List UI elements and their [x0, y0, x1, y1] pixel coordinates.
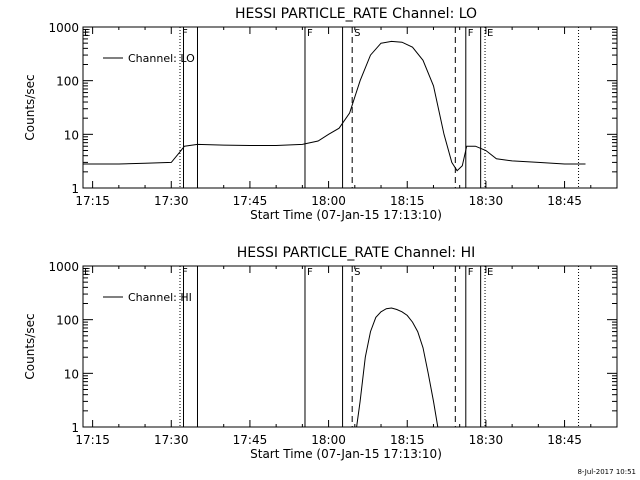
event-marker-label: F — [182, 267, 188, 278]
chart-title: HESSI PARTICLE_RATE Channel: HI — [237, 245, 475, 261]
plot-frame — [82, 265, 618, 428]
panel-channel-hi: HESSI PARTICLE_RATE Channel: HI Counts/se… — [23, 245, 618, 461]
x-axis-label: Start Time (07-Jan-15 17:13:10) — [250, 208, 442, 222]
x-tick-label: 18:30 — [469, 194, 504, 208]
legend-label: Channel: LO — [128, 52, 195, 65]
x-tick-label: 18:30 — [469, 433, 504, 447]
panel-channel-lo: HESSI PARTICLE_RATE Channel: LO Counts/se… — [23, 6, 618, 222]
plot-timestamp: 8-Jul-2017 10:51 — [577, 468, 636, 476]
event-marker-label: F — [182, 28, 188, 39]
event-marker-label: S — [354, 28, 360, 39]
y-tick-label: 1000 — [48, 260, 79, 274]
y-axis-label: Counts/sec — [23, 74, 37, 140]
x-tick-label: 17:45 — [233, 194, 268, 208]
y-tick-label: 10 — [64, 128, 79, 142]
x-tick-label: 18:00 — [311, 433, 346, 447]
legend-label: Channel: HI — [128, 291, 192, 304]
event-marker-label: E — [84, 28, 90, 39]
y-axis-label: Counts/sec — [23, 313, 37, 379]
series-line — [356, 307, 439, 428]
x-tick-label: 17:30 — [154, 194, 189, 208]
event-marker-label: E — [84, 267, 90, 278]
chart-title: HESSI PARTICLE_RATE Channel: LO — [235, 6, 477, 22]
y-tick-label: 1 — [71, 421, 79, 435]
x-tick-label: 18:15 — [390, 433, 425, 447]
x-tick-label: 18:45 — [547, 194, 582, 208]
y-tick-label: 1000 — [48, 21, 79, 35]
series-line — [83, 40, 586, 172]
x-tick-label: 17:30 — [154, 433, 189, 447]
event-marker-label: S — [354, 267, 360, 278]
x-tick-label: 18:00 — [311, 194, 346, 208]
y-tick-label: 10 — [64, 367, 79, 381]
x-axis-label: Start Time (07-Jan-15 17:13:10) — [250, 447, 442, 461]
x-tick-label: 17:15 — [75, 194, 110, 208]
y-tick-label: 100 — [56, 75, 79, 89]
event-marker-label: F — [468, 28, 474, 39]
event-marker-label: F — [468, 267, 474, 278]
event-marker-label: F — [307, 267, 313, 278]
event-marker-label: E — [487, 28, 493, 39]
y-tick-label: 100 — [56, 314, 79, 328]
y-tick-label: 1 — [71, 182, 79, 196]
x-tick-label: 18:15 — [390, 194, 425, 208]
plot-frame — [82, 26, 618, 189]
x-tick-label: 17:15 — [75, 433, 110, 447]
x-tick-label: 17:45 — [233, 433, 268, 447]
x-tick-label: 18:45 — [547, 433, 582, 447]
event-marker-label: F — [307, 28, 313, 39]
event-marker-label: E — [487, 267, 493, 278]
